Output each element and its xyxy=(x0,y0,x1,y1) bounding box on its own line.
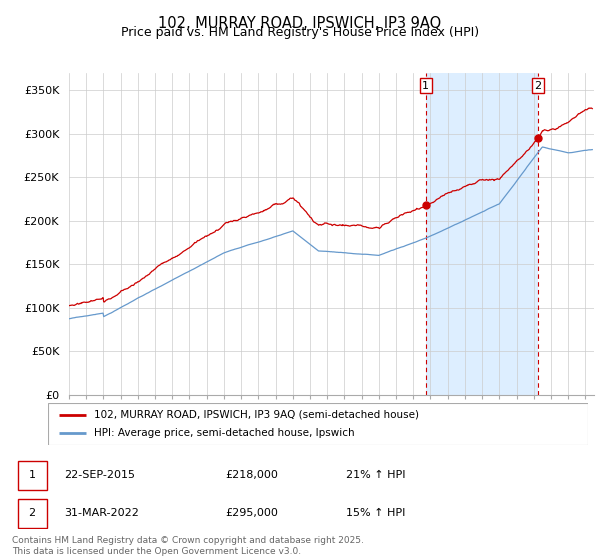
FancyBboxPatch shape xyxy=(18,499,47,528)
Text: 2: 2 xyxy=(535,81,542,91)
Text: 2: 2 xyxy=(29,507,36,517)
Text: 15% ↑ HPI: 15% ↑ HPI xyxy=(346,507,406,517)
Text: Price paid vs. HM Land Registry's House Price Index (HPI): Price paid vs. HM Land Registry's House … xyxy=(121,26,479,39)
Text: HPI: Average price, semi-detached house, Ipswich: HPI: Average price, semi-detached house,… xyxy=(94,428,355,438)
Bar xyxy=(426,73,538,395)
Text: 102, MURRAY ROAD, IPSWICH, IP3 9AQ: 102, MURRAY ROAD, IPSWICH, IP3 9AQ xyxy=(158,16,442,31)
FancyBboxPatch shape xyxy=(48,403,588,445)
Text: 102, MURRAY ROAD, IPSWICH, IP3 9AQ (semi-detached house): 102, MURRAY ROAD, IPSWICH, IP3 9AQ (semi… xyxy=(94,410,419,420)
Text: 22-SEP-2015: 22-SEP-2015 xyxy=(64,470,135,480)
Text: Contains HM Land Registry data © Crown copyright and database right 2025.
This d: Contains HM Land Registry data © Crown c… xyxy=(12,536,364,556)
Text: 21% ↑ HPI: 21% ↑ HPI xyxy=(346,470,406,480)
Text: 1: 1 xyxy=(29,470,35,480)
Text: 31-MAR-2022: 31-MAR-2022 xyxy=(64,507,139,517)
Text: 1: 1 xyxy=(422,81,430,91)
FancyBboxPatch shape xyxy=(18,461,47,490)
Text: £218,000: £218,000 xyxy=(225,470,278,480)
Text: £295,000: £295,000 xyxy=(225,507,278,517)
